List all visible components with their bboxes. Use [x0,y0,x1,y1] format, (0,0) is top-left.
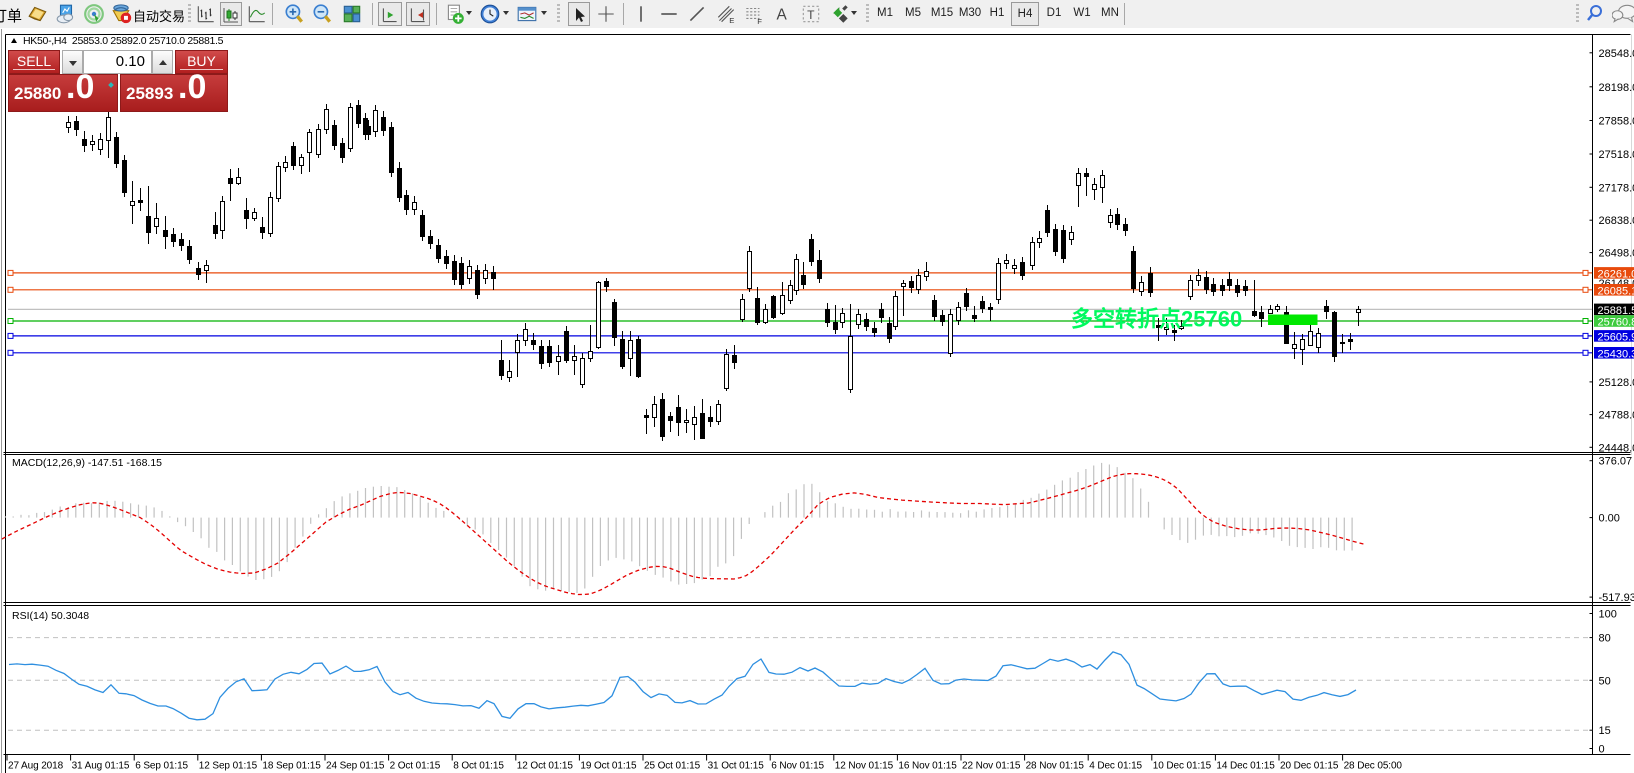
svg-text:-517.93: -517.93 [1599,592,1634,604]
svg-text:26261.0: 26261.0 [1598,268,1634,280]
svg-text:16 Nov 01:15: 16 Nov 01:15 [898,761,957,772]
svg-text:12 Oct 01:15: 12 Oct 01:15 [517,761,574,772]
svg-text:25760.8: 25760.8 [1598,317,1634,329]
svg-text:MACD(12,26,9) -147.51 -168.15: MACD(12,26,9) -147.51 -168.15 [12,457,162,469]
svg-text:25 Oct 01:15: 25 Oct 01:15 [644,761,701,772]
svg-text:F: F [757,17,762,25]
svg-text:24448.0: 24448.0 [1599,442,1634,454]
svg-text:27178.0: 27178.0 [1599,182,1634,194]
svg-text:25128.0: 25128.0 [1599,377,1634,389]
svg-text:31 Aug 01:15: 31 Aug 01:15 [72,761,130,772]
svg-text:27 Aug 2018: 27 Aug 2018 [8,761,64,772]
svg-text:RSI(14) 50.3048: RSI(14) 50.3048 [12,610,89,622]
svg-text:2 Oct 01:15: 2 Oct 01:15 [390,761,441,772]
svg-text:15: 15 [1599,725,1611,737]
svg-text:28548.0: 28548.0 [1599,48,1634,60]
svg-text:27858.0: 27858.0 [1599,116,1634,128]
svg-text:HK50-,H4 25853.0 25892.0 2571: HK50-,H4 25853.0 25892.0 25710.0 25881.5 [23,35,224,47]
svg-text:80: 80 [1599,633,1611,645]
svg-text:0.00: 0.00 [1599,513,1620,525]
svg-text:19 Oct 01:15: 19 Oct 01:15 [580,761,637,772]
svg-text:14 Dec 01:15: 14 Dec 01:15 [1216,761,1275,772]
svg-text:31 Oct 01:15: 31 Oct 01:15 [708,761,765,772]
svg-text:10 Dec 01:15: 10 Dec 01:15 [1153,761,1212,772]
svg-text:T: T [807,8,815,22]
svg-text:25430.3: 25430.3 [1598,348,1634,360]
svg-text:6 Nov 01:15: 6 Nov 01:15 [771,761,824,772]
svg-text:24788.0: 24788.0 [1599,410,1634,422]
svg-text:18 Sep 01:15: 18 Sep 01:15 [262,761,321,772]
svg-text:27518.0: 27518.0 [1599,149,1634,161]
svg-text:6 Sep 01:15: 6 Sep 01:15 [135,761,188,772]
svg-text:26498.0: 26498.0 [1599,248,1634,260]
svg-text:8 Oct 01:15: 8 Oct 01:15 [453,761,504,772]
svg-text:28 Nov 01:15: 28 Nov 01:15 [1026,761,1085,772]
svg-text:多空转折点25760: 多空转折点25760 [1071,307,1242,332]
svg-text:28 Dec 05:00: 28 Dec 05:00 [1344,761,1403,772]
svg-text:0: 0 [1599,744,1605,756]
svg-text:12 Sep 01:15: 12 Sep 01:15 [199,761,258,772]
svg-text:22 Nov 01:15: 22 Nov 01:15 [962,761,1021,772]
svg-text:4 Dec 01:15: 4 Dec 01:15 [1089,761,1142,772]
svg-text:50: 50 [1599,675,1611,687]
svg-text:12 Nov 01:15: 12 Nov 01:15 [835,761,894,772]
svg-text:26838.0: 26838.0 [1599,215,1634,227]
svg-text:24 Sep 01:15: 24 Sep 01:15 [326,761,385,772]
svg-text:28198.0: 28198.0 [1599,82,1634,94]
svg-text:376.07: 376.07 [1599,456,1633,468]
svg-text:100: 100 [1599,609,1617,621]
svg-text:25605.9: 25605.9 [1598,331,1634,343]
svg-text:A: A [777,7,788,24]
svg-text:E: E [729,16,734,25]
svg-text:20 Dec 01:15: 20 Dec 01:15 [1280,761,1339,772]
svg-text:25881.5: 25881.5 [1598,305,1634,317]
svg-text:26085.1: 26085.1 [1598,285,1634,297]
